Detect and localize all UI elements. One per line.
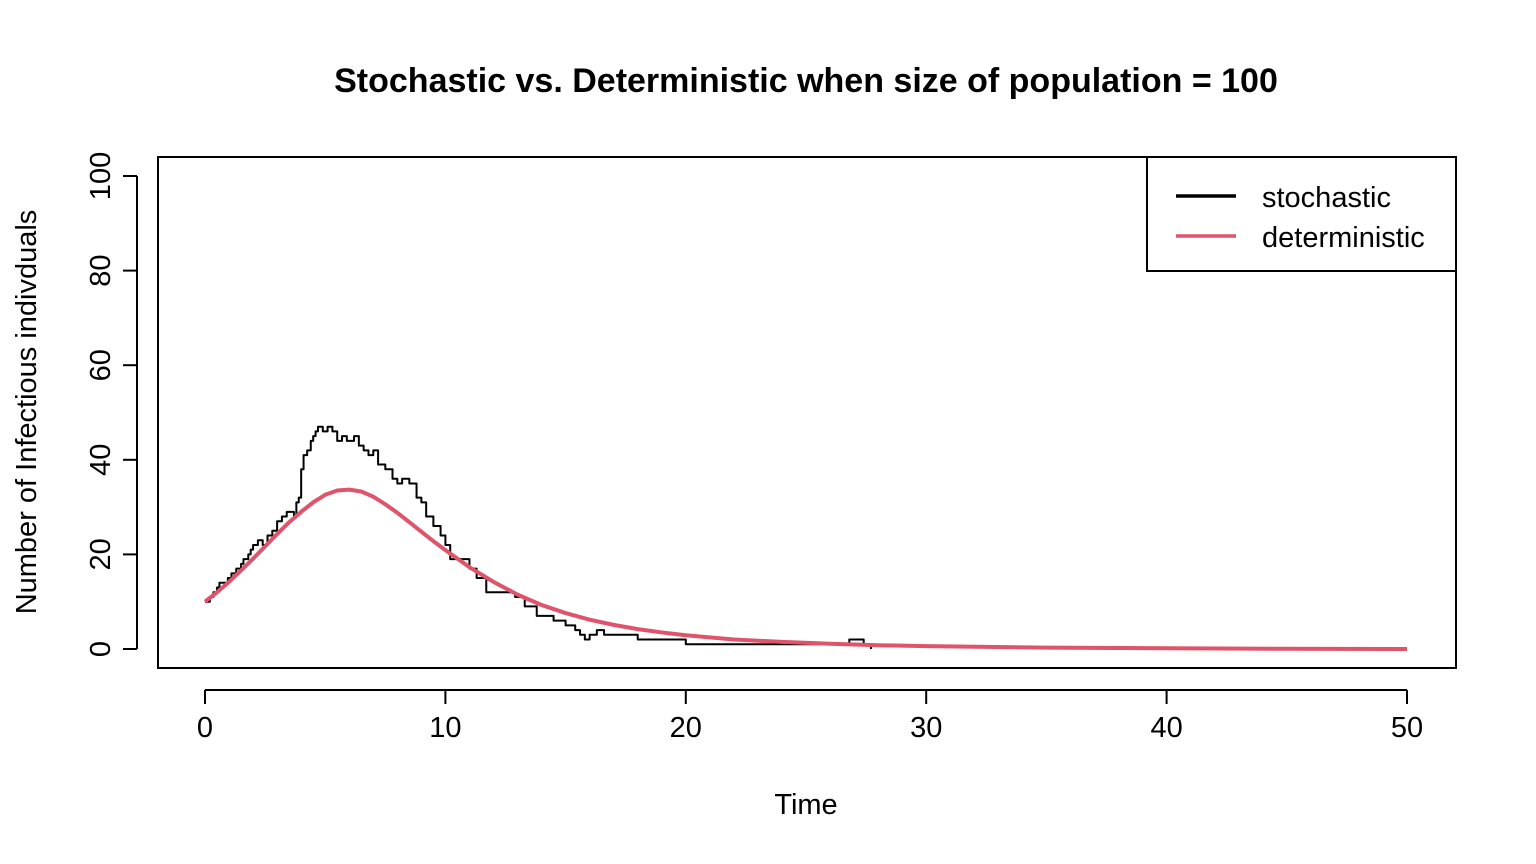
plot-frame (157, 156, 1457, 669)
legend-label-stochastic: stochastic (1262, 182, 1391, 214)
x-tick-label: 30 (910, 712, 942, 744)
y-tick-label: 100 (85, 152, 117, 200)
x-axis: 0 10 20 30 40 50 (197, 689, 1423, 744)
series-line-stochastic (205, 425, 872, 649)
x-tick-label: 0 (197, 712, 213, 744)
y-axis: 0 20 40 60 80 100 (85, 152, 138, 657)
y-tick-label: 0 (85, 641, 117, 657)
legend-label-deterministic: deterministic (1262, 222, 1425, 254)
y-tick-label: 60 (85, 349, 117, 381)
legend-box (1146, 156, 1457, 272)
x-tick-label: 10 (429, 712, 461, 744)
x-tick-label: 50 (1391, 712, 1423, 744)
y-axis-label: Number of Infectious indivduals (11, 210, 43, 615)
chart-title: Stochastic vs. Deterministic when size o… (334, 62, 1278, 100)
y-tick-label: 20 (85, 538, 117, 570)
series-line-deterministic (203, 487, 1408, 651)
legend: stochastic deterministic (1146, 156, 1457, 272)
x-axis-label: Time (774, 789, 837, 821)
x-tick-label: 40 (1150, 712, 1182, 744)
series-layer (203, 425, 1408, 651)
y-tick-label: 40 (85, 444, 117, 476)
x-tick-label: 20 (670, 712, 702, 744)
y-tick-label: 80 (85, 254, 117, 286)
